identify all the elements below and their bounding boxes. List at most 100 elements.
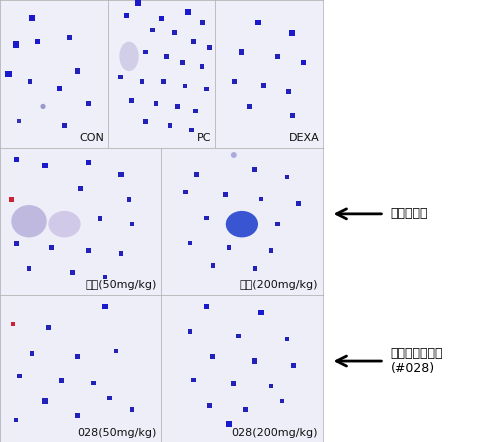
Point [55, 85, 63, 92]
Point [187, 126, 195, 133]
Point [184, 9, 192, 16]
Point [66, 34, 74, 41]
Point [241, 406, 248, 413]
Point [181, 188, 189, 195]
Point [26, 78, 34, 85]
Point [117, 171, 124, 178]
Point [250, 166, 258, 173]
Point [257, 196, 265, 203]
Point [41, 162, 49, 169]
Point [12, 41, 20, 48]
Point [151, 100, 159, 107]
Point [85, 247, 92, 254]
Point [9, 321, 17, 328]
Point [189, 377, 197, 384]
Point [267, 247, 274, 254]
Point [96, 215, 104, 222]
Point [45, 324, 52, 331]
Point [116, 73, 124, 80]
Point [273, 53, 281, 60]
Point [186, 328, 194, 335]
Point [84, 100, 92, 107]
Point [202, 303, 210, 310]
Point [284, 88, 291, 95]
Point [225, 421, 232, 428]
Point [141, 118, 149, 125]
Point [90, 380, 97, 387]
Text: 더덕(200mg/kg): 더덕(200mg/kg) [239, 280, 317, 290]
Point [28, 350, 36, 357]
Point [25, 265, 33, 272]
Point [202, 215, 210, 222]
Point [15, 118, 23, 125]
Point [12, 156, 20, 163]
Point [278, 397, 286, 404]
Point [283, 174, 290, 181]
Point [250, 358, 258, 365]
Point [5, 70, 13, 77]
Point [191, 107, 199, 114]
Point [134, 0, 141, 7]
Point [74, 68, 81, 75]
Point [229, 380, 237, 387]
Point [34, 38, 42, 45]
Point [245, 103, 253, 110]
Ellipse shape [48, 211, 80, 237]
Text: CON: CON [79, 133, 104, 143]
Point [117, 250, 124, 257]
Point [76, 185, 84, 192]
Point [198, 19, 206, 26]
Point [60, 122, 68, 129]
Point [127, 97, 135, 104]
Text: 더덕추출물: 더덕추출물 [390, 207, 427, 221]
Point [250, 265, 258, 272]
Point [189, 38, 197, 45]
Point [186, 240, 194, 247]
Point [69, 269, 76, 276]
Point [205, 402, 213, 409]
Text: PC: PC [197, 133, 212, 143]
Point [173, 103, 181, 110]
Point [238, 49, 245, 56]
Point [267, 382, 274, 389]
Point [259, 82, 267, 89]
Point [289, 362, 297, 369]
Point [149, 27, 156, 34]
Ellipse shape [11, 205, 46, 237]
Point [128, 221, 136, 228]
Point [128, 406, 136, 413]
Point [106, 394, 113, 401]
Text: 더덕발효추출물
(#028): 더덕발효추출물 (#028) [390, 347, 442, 375]
Point [225, 244, 232, 251]
Point [288, 29, 296, 36]
Point [28, 15, 36, 22]
Point [209, 353, 216, 360]
Point [125, 196, 133, 203]
Point [141, 49, 149, 56]
Point [179, 59, 186, 66]
Point [170, 29, 178, 36]
Point [15, 372, 23, 379]
Point [205, 44, 213, 51]
Point [85, 159, 92, 166]
Point [221, 191, 229, 198]
Point [74, 412, 81, 419]
Point [229, 152, 237, 159]
Point [101, 274, 108, 281]
Point [288, 112, 296, 119]
Point [7, 196, 15, 203]
Ellipse shape [225, 211, 257, 237]
Point [294, 200, 302, 207]
Text: 028(200mg/kg): 028(200mg/kg) [231, 427, 317, 438]
Point [202, 85, 210, 92]
Ellipse shape [119, 42, 138, 71]
Point [254, 19, 261, 26]
Point [230, 78, 238, 85]
Point [101, 303, 108, 310]
Point [74, 353, 81, 360]
Point [299, 59, 306, 66]
Point [209, 262, 216, 269]
Point [12, 416, 20, 423]
Point [166, 122, 173, 129]
Point [123, 11, 131, 19]
